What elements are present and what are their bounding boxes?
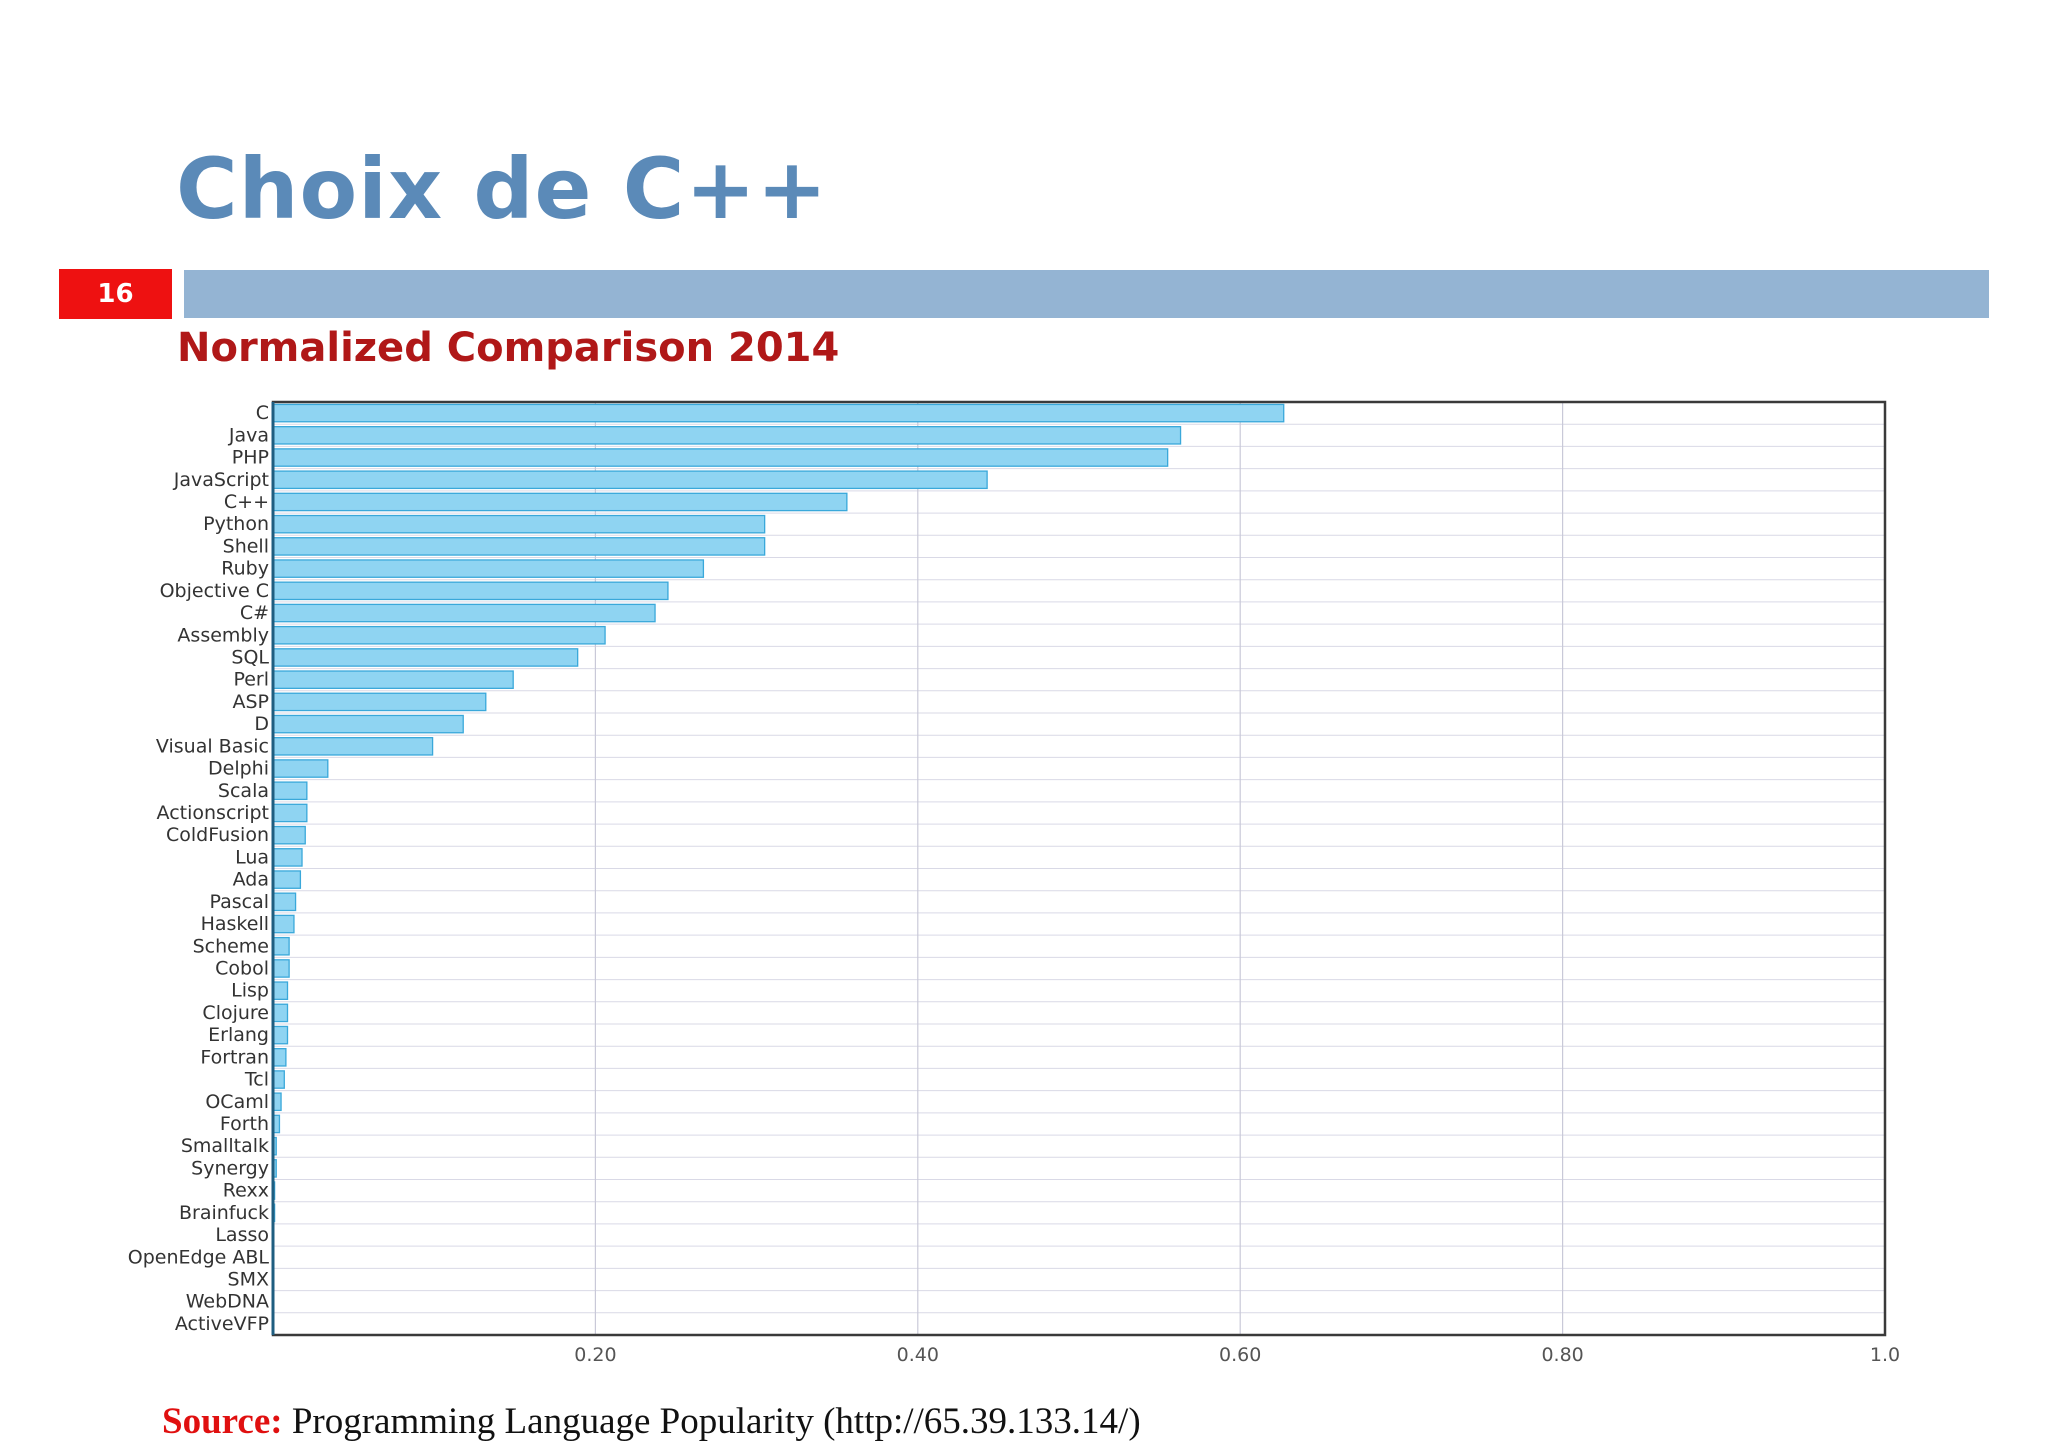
category-label: Lasso [215,1224,269,1246]
category-label: Smalltalk [181,1135,269,1157]
category-label: Haskell [201,913,269,935]
category-label: Rexx [223,1180,269,1202]
category-label: Visual Basic [156,735,269,757]
bar [272,1025,289,1045]
bar [272,692,487,712]
bar [272,1070,285,1089]
category-label: Brainfuck [179,1202,269,1224]
bar [272,492,848,512]
slide-number: 16 [59,269,172,319]
title-underline-bar [184,270,1989,318]
x-tick-label: 0.40 [897,1344,939,1366]
category-label: ASP [232,691,269,713]
source-text: Programming Language Popularity (http://… [291,1401,1141,1442]
source-label: Source: [162,1401,283,1442]
category-label: Erlang [208,1024,269,1046]
bar [272,448,1169,467]
chart-heading: Normalized Comparison 2014 [177,325,840,371]
category-label: Pascal [209,891,269,913]
bar [272,981,289,1000]
category-label: SQL [231,646,269,668]
x-tick-label: 0.20 [574,1344,616,1366]
category-label: Tcl [244,1069,269,1091]
bar-chart: 0.20 0.40 0.60 0.80 1.0 CJavaPHPJavaScriptC++… [128,400,1900,1366]
category-label: SMX [228,1268,269,1290]
bar [272,848,303,867]
bar [272,825,306,845]
category-label: OpenEdge ABL [128,1246,270,1268]
bar [272,581,669,601]
x-tick-label: 1.0 [1870,1344,1900,1366]
category-label: Perl [233,669,269,691]
category-label: ActiveVFP [175,1313,269,1335]
x-tick-label: 0.60 [1219,1344,1261,1366]
category-label: Cobol [215,957,269,979]
bar [272,559,705,578]
category-label: Actionscript [157,802,269,824]
category-label: Ruby [221,558,269,580]
category-label: C++ [224,491,269,513]
bar [272,892,297,912]
category-label: Python [203,513,269,535]
category-label: PHP [232,447,269,469]
bar [272,1003,289,1023]
category-label: Clojure [202,1002,269,1024]
bar [272,625,606,645]
bar [272,714,464,734]
bar [272,670,514,689]
category-label: JavaScript [173,469,269,491]
bar [272,514,766,534]
bar [272,936,290,956]
category-label: Shell [223,535,269,557]
category-label: Java [228,424,269,446]
source-caption: Source: Programming Language Popularity … [162,1400,1141,1443]
bar [272,959,290,978]
bar [272,403,1285,423]
bar [272,470,988,490]
bar [272,1048,287,1067]
bar [272,426,1182,445]
bar [272,737,434,756]
category-label: Ada [233,869,269,891]
category-label: Scala [218,780,269,802]
category-label: Fortran [200,1046,269,1068]
bar [272,648,579,667]
category-label: Lua [235,846,269,868]
category-label: Objective C [160,580,269,602]
category-label: Forth [220,1113,269,1135]
bar [272,759,329,778]
x-tick-label: 0.80 [1541,1344,1583,1366]
bar [272,603,656,623]
category-label: WebDNA [186,1291,269,1313]
bar [272,870,302,889]
category-label: C# [240,602,269,624]
category-label: C [256,402,269,424]
category-label: Assembly [177,624,269,646]
bar [272,781,308,801]
slide-title: Choix de C++ [176,140,829,238]
category-label: Lisp [231,980,269,1002]
category-label: Synergy [191,1157,269,1179]
category-label: Delphi [208,758,269,780]
category-label: D [254,713,269,735]
category-label: Scheme [193,935,269,957]
bar [272,537,766,556]
bar [272,914,295,934]
category-label: ColdFusion [166,824,269,846]
category-label: OCaml [205,1091,269,1113]
bar [272,803,308,823]
